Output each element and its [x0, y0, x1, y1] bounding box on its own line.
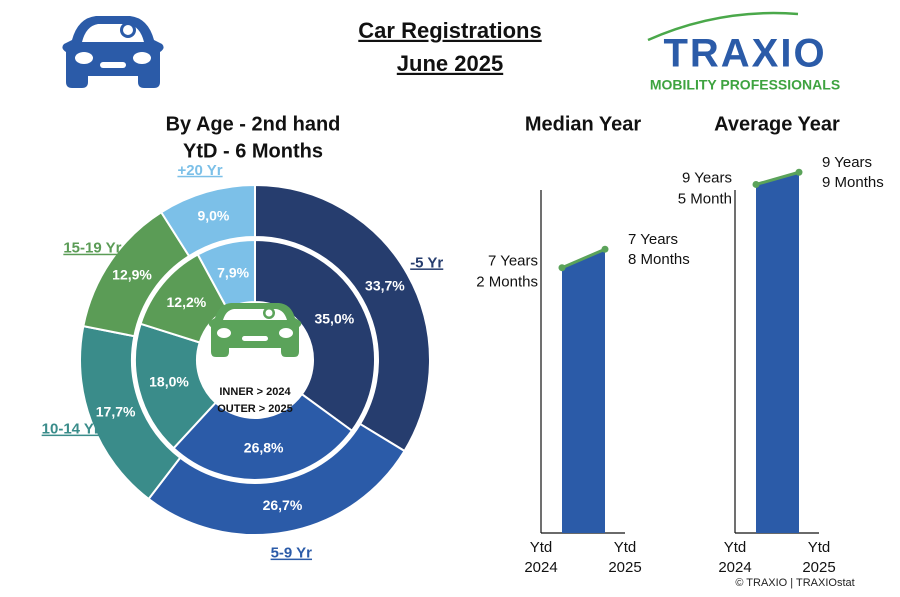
median-title: Median Year: [525, 113, 642, 135]
value-label: 9 Months: [822, 174, 884, 191]
value-label: 26,8%: [244, 439, 284, 455]
donut-segment: [159, 183, 256, 258]
logo-swoosh: [647, 11, 799, 42]
donut-title: By Age - 2nd hand: [166, 113, 341, 135]
x-tick-label: 2024: [524, 559, 557, 576]
value-label: 2 Months: [476, 274, 538, 291]
value-label: 7 Years: [628, 231, 678, 248]
value-label: 9,0%: [197, 208, 229, 224]
x-tick-label: Ytd: [808, 539, 831, 556]
page-title: Car Registrations: [358, 18, 541, 43]
category-label: 10-14 Yr: [42, 421, 100, 438]
outer-legend: OUTER > 2025: [217, 403, 293, 415]
year-charts: 7 Years 2 Months Ytd 2024 7 Years 8 Months Ytd…: [476, 154, 883, 576]
value-label: 5 Month: [678, 190, 732, 207]
trend-line: [755, 170, 800, 186]
value-label: 7 Years: [488, 253, 538, 270]
category-label: 5-9 Yr: [271, 545, 313, 562]
point: [752, 180, 760, 188]
x-tick-label: 2025: [802, 559, 835, 576]
value-label: 9 Years: [682, 169, 732, 186]
category-label: -5 Yr: [410, 254, 443, 271]
value-label: 35,0%: [314, 310, 354, 326]
logo-tagline: MOBILITY PROFESSIONALS: [650, 77, 840, 93]
car-icon-center: [208, 303, 302, 357]
inner-legend: INNER > 2024: [219, 386, 291, 398]
point: [601, 245, 609, 253]
category-label: +20 Yr: [177, 162, 222, 179]
trend-line: [561, 247, 606, 270]
value-label: 12,2%: [167, 294, 207, 310]
x-tick-label: Ytd: [530, 539, 553, 556]
donut-segment: [254, 183, 431, 453]
value-label: 33,7%: [365, 278, 405, 294]
car-icon: [62, 16, 164, 88]
donut-segment: [172, 392, 354, 481]
value-label: 7,9%: [217, 264, 249, 280]
value-label: 17,7%: [96, 403, 136, 419]
value-label: 12,9%: [112, 267, 152, 283]
value-label: 18,0%: [149, 374, 189, 390]
value-label: 26,7%: [263, 497, 303, 513]
point: [795, 168, 803, 176]
value-label: 8 Months: [628, 251, 690, 268]
page-subtitle: June 2025: [397, 51, 503, 76]
average-title: Average Year: [714, 113, 840, 135]
x-tick-label: Ytd: [614, 539, 637, 556]
area: [562, 249, 605, 533]
value-label: 9 Years: [822, 154, 872, 171]
footer: © TRAXIO | TRAXIOstat: [735, 577, 854, 589]
donut-subtitle: YtD - 6 Months: [183, 140, 323, 162]
category-label: 15-19 Yr: [63, 240, 121, 257]
logo-name: TRAXIO: [663, 32, 826, 76]
donut-chart: 33,7% -5 Yr 26,7% 5-9 Yr 17,7% 10-14 Yr 12,9% 1…: [42, 162, 444, 562]
x-tick-label: 2024: [718, 559, 751, 576]
area: [756, 172, 799, 533]
x-tick-label: 2025: [608, 559, 641, 576]
x-tick-label: Ytd: [724, 539, 747, 556]
point: [558, 264, 566, 272]
